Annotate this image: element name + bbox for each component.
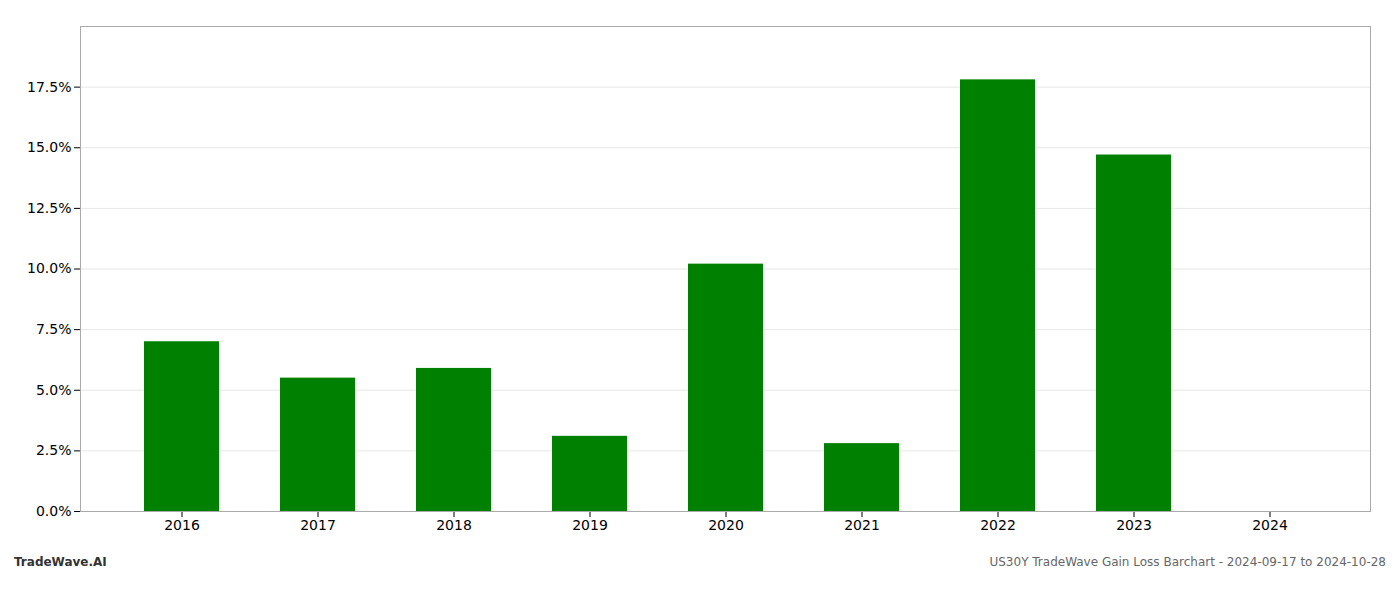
svg-text:2016: 2016 bbox=[164, 517, 200, 533]
svg-text:2020: 2020 bbox=[708, 517, 744, 533]
svg-text:2.5%: 2.5% bbox=[36, 442, 72, 458]
html-text:US30Y TradeWave Gain Loss Barc: US30Y TradeWave Gain Loss Barchart - 202… bbox=[989, 555, 1386, 569]
html-text:TradeWave.AI: TradeWave.AI bbox=[14, 555, 107, 569]
svg-text:5.0%: 5.0% bbox=[36, 382, 72, 398]
svg-text:2024: 2024 bbox=[1252, 517, 1288, 533]
svg-text:2022: 2022 bbox=[980, 517, 1016, 533]
svg-text:15.0%: 15.0% bbox=[27, 139, 71, 155]
svg-text:2017: 2017 bbox=[300, 517, 336, 533]
svg-text:12.5%: 12.5% bbox=[27, 200, 71, 216]
svg-text:2018: 2018 bbox=[436, 517, 472, 533]
svg-text:2019: 2019 bbox=[572, 517, 608, 533]
svg-text:17.5%: 17.5% bbox=[27, 79, 71, 95]
svg-text:7.5%: 7.5% bbox=[36, 321, 72, 337]
svg-text:0.0%: 0.0% bbox=[36, 503, 72, 519]
svg-text:2021: 2021 bbox=[844, 517, 880, 533]
svg-text:2023: 2023 bbox=[1116, 517, 1152, 533]
svg-text:10.0%: 10.0% bbox=[27, 260, 71, 276]
